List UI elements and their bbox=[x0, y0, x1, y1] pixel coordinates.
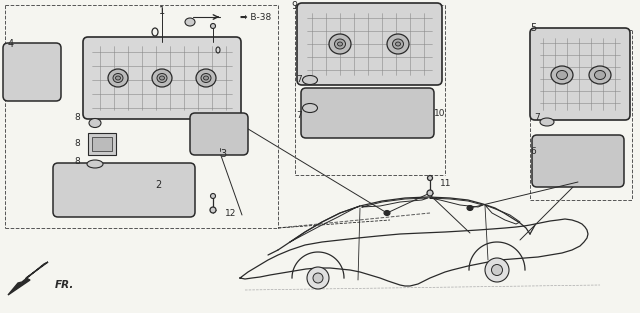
FancyBboxPatch shape bbox=[301, 88, 434, 138]
Ellipse shape bbox=[384, 211, 390, 215]
Ellipse shape bbox=[467, 206, 473, 211]
Ellipse shape bbox=[204, 76, 209, 80]
Text: 6: 6 bbox=[530, 147, 536, 156]
Ellipse shape bbox=[427, 190, 433, 196]
Ellipse shape bbox=[211, 193, 216, 198]
FancyBboxPatch shape bbox=[297, 3, 442, 85]
Ellipse shape bbox=[307, 267, 329, 289]
Ellipse shape bbox=[303, 104, 317, 112]
FancyBboxPatch shape bbox=[53, 163, 195, 217]
Ellipse shape bbox=[313, 273, 323, 283]
Ellipse shape bbox=[201, 74, 211, 83]
Ellipse shape bbox=[589, 66, 611, 84]
Ellipse shape bbox=[392, 39, 403, 49]
Polygon shape bbox=[290, 206, 360, 242]
Ellipse shape bbox=[337, 42, 342, 46]
Ellipse shape bbox=[303, 75, 317, 85]
Ellipse shape bbox=[196, 69, 216, 87]
Ellipse shape bbox=[540, 118, 554, 126]
Text: 7: 7 bbox=[296, 75, 302, 85]
Bar bbox=[88, 133, 116, 155]
Bar bbox=[92, 137, 112, 151]
Text: 8: 8 bbox=[74, 114, 80, 122]
Ellipse shape bbox=[492, 264, 502, 275]
Text: FR.: FR. bbox=[55, 280, 74, 290]
FancyBboxPatch shape bbox=[3, 43, 61, 101]
Text: 1: 1 bbox=[159, 6, 165, 16]
Ellipse shape bbox=[551, 66, 573, 84]
Text: 3: 3 bbox=[220, 149, 226, 159]
Text: 4: 4 bbox=[8, 39, 14, 49]
Ellipse shape bbox=[396, 42, 401, 46]
FancyBboxPatch shape bbox=[532, 135, 624, 187]
Ellipse shape bbox=[157, 74, 167, 83]
Ellipse shape bbox=[329, 34, 351, 54]
Text: 11: 11 bbox=[440, 178, 451, 187]
Text: 8: 8 bbox=[74, 140, 80, 148]
Ellipse shape bbox=[335, 39, 346, 49]
Text: 9: 9 bbox=[292, 1, 298, 11]
Ellipse shape bbox=[113, 74, 123, 83]
Text: 7: 7 bbox=[296, 111, 302, 121]
Ellipse shape bbox=[387, 34, 409, 54]
FancyBboxPatch shape bbox=[530, 28, 630, 120]
Text: ➡ B-38: ➡ B-38 bbox=[240, 13, 271, 22]
Text: 2: 2 bbox=[155, 180, 161, 190]
Text: 8: 8 bbox=[74, 157, 80, 167]
Ellipse shape bbox=[115, 76, 120, 80]
Polygon shape bbox=[8, 262, 48, 295]
Ellipse shape bbox=[159, 76, 164, 80]
Ellipse shape bbox=[89, 119, 101, 127]
Text: 7: 7 bbox=[534, 114, 540, 122]
FancyBboxPatch shape bbox=[83, 37, 241, 119]
Ellipse shape bbox=[185, 18, 195, 26]
FancyBboxPatch shape bbox=[190, 113, 248, 155]
Ellipse shape bbox=[557, 70, 568, 80]
Ellipse shape bbox=[211, 23, 216, 28]
Ellipse shape bbox=[595, 70, 605, 80]
Text: 10: 10 bbox=[434, 109, 445, 117]
Ellipse shape bbox=[152, 69, 172, 87]
Ellipse shape bbox=[428, 176, 433, 181]
Ellipse shape bbox=[485, 258, 509, 282]
Text: 12: 12 bbox=[225, 208, 236, 218]
Ellipse shape bbox=[108, 69, 128, 87]
Ellipse shape bbox=[87, 160, 103, 168]
Ellipse shape bbox=[210, 207, 216, 213]
Text: 5: 5 bbox=[530, 23, 536, 33]
